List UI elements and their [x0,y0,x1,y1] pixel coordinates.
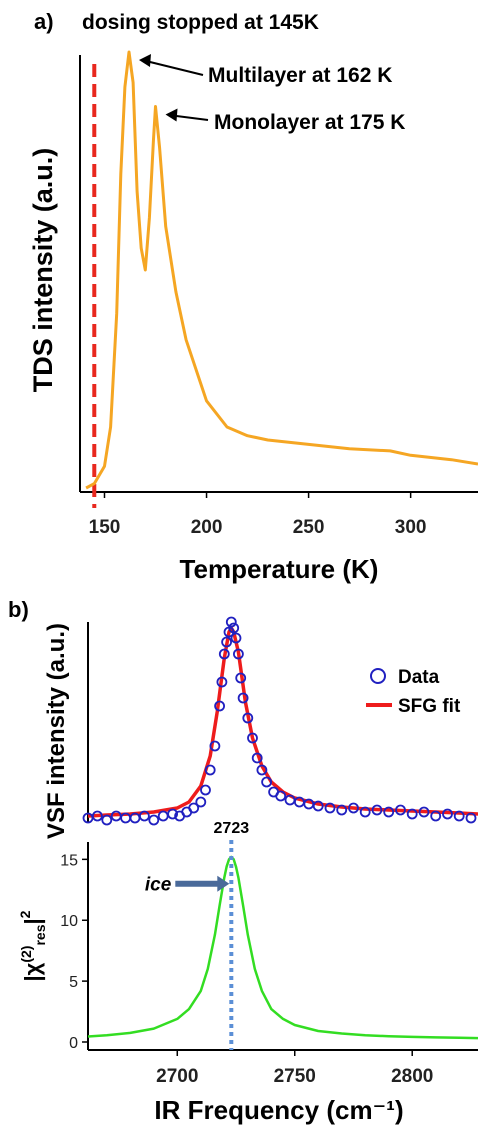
vsf-data-point [92,810,103,822]
vsf-data-point [214,700,226,712]
vsf-chart: Data SFG fit VSF intensity (a.u.) [43,616,478,839]
vsf-data-point [395,804,406,816]
dosing-note: dosing stopped at 145K [82,11,319,34]
vsf-data-point [204,764,216,776]
vsf-data-point [237,692,249,704]
vsf-data-point [235,672,247,684]
vsf-data-point [101,814,113,826]
vsf-data-point [383,806,395,818]
chi-x-tick-label: 2800 [391,1066,433,1087]
chi-y-axis-label: |χ(2)res|2 [17,910,48,981]
tds-x-tick-label: 250 [293,517,325,538]
tds-x-tick-label: 200 [191,517,223,538]
tds-y-axis-label: TDS intensity (a.u.) [28,148,58,393]
vsf-data-point [371,804,383,816]
vsf-data-point [465,812,477,824]
vsf-data-point [406,808,418,820]
vsf-data-point [430,810,442,822]
peak-2723-label: 2723 [214,820,250,837]
vsf-data-point [218,648,230,660]
vsf-data-point [251,752,263,764]
legend-fit-label: SFG fit [398,696,461,717]
vsf-data-point [442,808,453,820]
ice-arrow [175,875,230,892]
vsf-data-point [242,712,254,724]
vsf-data-point [247,732,258,744]
vsf-data-point [195,796,207,808]
vsf-data-points [82,616,477,826]
chi-x-tick-label: 2750 [274,1066,316,1087]
vsf-data-point [336,804,348,816]
chi-x-axis-label: IR Frequency (cm⁻¹) [154,1095,403,1125]
vsf-data-point [232,648,244,660]
chi-x-ticks: 2700 2750 2800 [156,1050,433,1087]
legend-data-marker [370,668,386,684]
chi-y-tick-label: 5 [69,974,78,991]
tds-annotation-arrowhead [165,108,178,122]
vsf-data-point [312,800,324,812]
vsf-data-point [359,806,371,818]
panel-b-label: b) [8,597,29,622]
vsf-data-point [209,740,221,752]
chi-x-tick-label: 2700 [156,1066,198,1087]
vsf-data-point [188,802,200,814]
chi-series-line [87,855,478,1040]
vsf-data-point [348,802,359,814]
vsf-y-axis-label: VSF intensity (a.u.) [43,623,70,839]
vsf-data-point [324,802,336,814]
vsf-data-point [221,636,233,648]
vsf-data-point [148,814,160,826]
vsf-data-point [157,810,169,822]
tds-annotation-label: Monolayer at 175 K [214,111,405,134]
vsf-data-point [138,810,150,822]
chi-y-tick-label: 0 [69,1035,78,1052]
ice-annotation: ice [145,875,230,896]
vsf-data-point [418,806,430,818]
legend-data-label: Data [398,667,440,688]
tds-series-line [85,50,478,490]
tds-x-tick-label: 300 [395,517,427,538]
vsf-data-point [261,776,273,788]
tds-chart: 150 200 250 300 Multilayer at 162 K Monolaye… [28,50,478,584]
chi-y-ticks: 0 5 10 15 [60,852,88,1052]
chi-y-tick-label: 10 [60,913,78,930]
tds-x-axis-label: Temperature (K) [180,554,379,584]
chi-y-tick-label: 15 [60,852,78,869]
tds-annotations: Multilayer at 162 K Monolayer at 175 K [138,54,405,134]
tds-annotation-arrow-line [172,114,209,121]
vsf-data-point [230,632,242,644]
tds-annotation-label: Multilayer at 162 K [208,64,392,87]
tds-annotation-arrowhead [138,54,151,67]
vsf-data-point [228,622,240,634]
sfg-fit-line [87,626,478,818]
tds-x-tick-label: 150 [89,517,121,538]
vsf-data-point [167,808,179,820]
tds-x-ticks: 150 200 250 300 [89,492,427,538]
vsf-data-point [453,810,465,822]
vsf-data-point [256,764,268,776]
vsf-data-point [200,784,211,796]
vsf-data-point [225,616,237,628]
tds-annotation-arrow-line [145,60,204,76]
panel-a-label: a) [34,9,54,34]
vsf-data-point [275,790,287,802]
ice-label: ice [145,875,172,896]
vsf-legend: Data SFG fit [366,667,461,717]
vsf-data-point [216,676,228,688]
